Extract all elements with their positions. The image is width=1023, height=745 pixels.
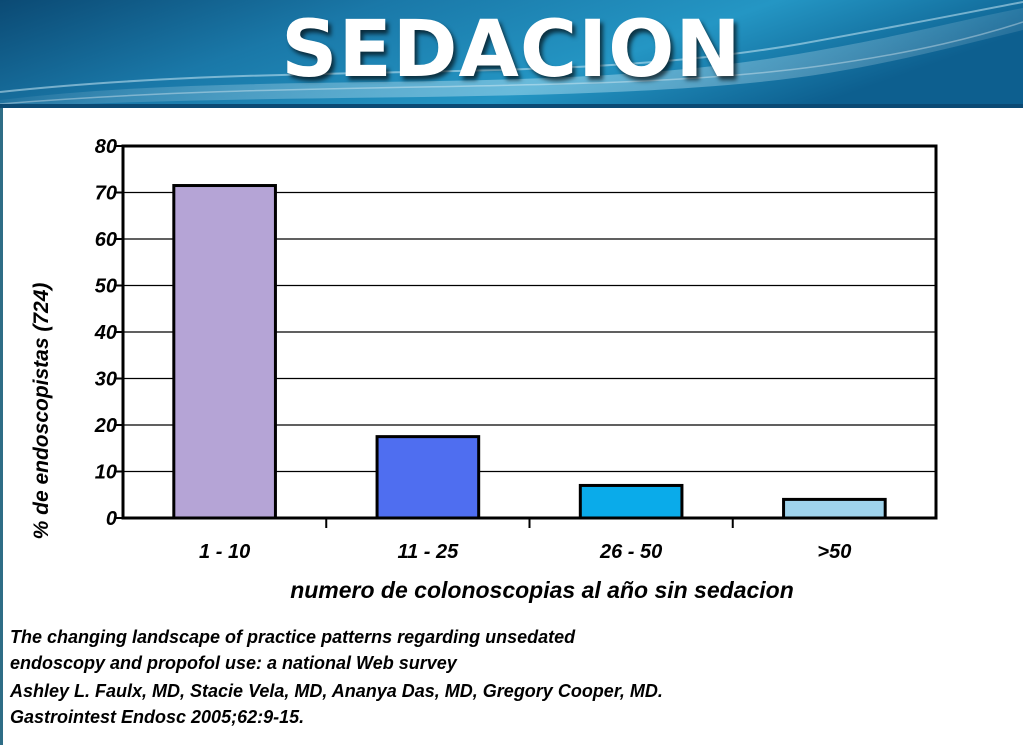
y-tick-label: 50 bbox=[95, 276, 117, 298]
slide-left-border bbox=[0, 108, 3, 745]
x-tick-label: 1 - 10 bbox=[199, 541, 250, 563]
slide-header: SEDACION bbox=[0, 0, 1023, 108]
citation-line: endoscopy and propofol use: a national W… bbox=[10, 653, 457, 673]
x-tick-label: 11 - 25 bbox=[397, 541, 459, 563]
bar bbox=[578, 483, 684, 520]
bar-chart: 0 10 20 30 40 50 60 70 80 1 - 10 11 - 25 26 - 50 >5… bbox=[30, 136, 938, 603]
y-tick-label: 10 bbox=[95, 462, 117, 484]
y-axis-ticks: 0 10 20 30 40 50 60 70 80 bbox=[94, 136, 123, 530]
chart-bars bbox=[172, 184, 887, 520]
y-axis-label: % de endoscopistas (724) bbox=[30, 283, 53, 540]
y-tick-label: 60 bbox=[95, 229, 117, 251]
y-tick-label: 40 bbox=[94, 322, 117, 344]
x-tick-label: 26 - 50 bbox=[599, 541, 662, 563]
y-tick-label: 70 bbox=[95, 183, 117, 205]
bar bbox=[172, 184, 277, 520]
x-axis-label: numero de colonoscopias al año sin sedac… bbox=[290, 577, 794, 603]
bar bbox=[782, 497, 887, 520]
y-tick-label: 80 bbox=[95, 136, 117, 158]
y-tick-label: 0 bbox=[106, 508, 117, 530]
citation-line: The changing landscape of practice patte… bbox=[10, 627, 576, 647]
y-tick-label: 20 bbox=[94, 415, 117, 437]
bar bbox=[375, 435, 481, 520]
y-tick-label: 30 bbox=[95, 369, 117, 391]
x-axis-ticks: 1 - 10 11 - 25 26 - 50 >50 bbox=[199, 518, 851, 563]
slide-title: SEDACION bbox=[281, 5, 742, 95]
header-background bbox=[0, 0, 1023, 108]
citation-line: Gastrointest Endosc 2005;62:9-15. bbox=[10, 707, 305, 727]
x-tick-label: >50 bbox=[817, 541, 851, 563]
citation-line: Ashley L. Faulx, MD, Stacie Vela, MD, An… bbox=[10, 681, 663, 701]
